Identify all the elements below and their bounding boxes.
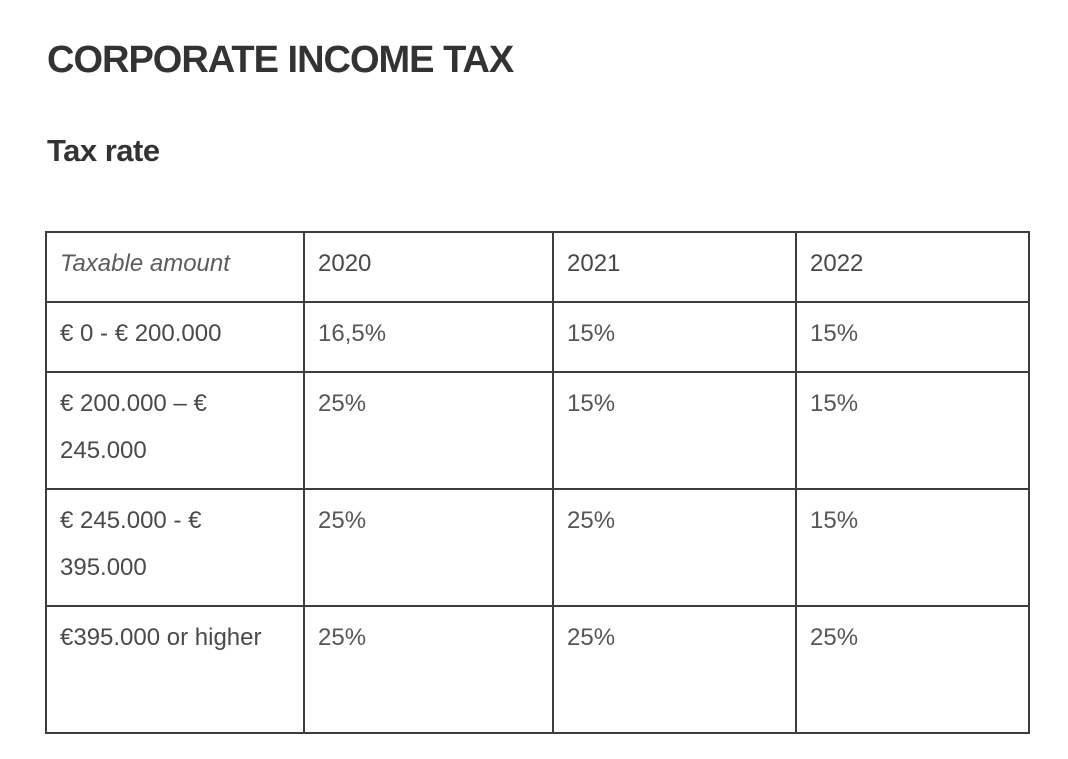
taxable-amount-cell: €395.000 or higher	[45, 604, 305, 734]
rate-cell-2020: 25%	[303, 487, 554, 607]
table-row-bracket-1: € 0 - € 200.000 16,5% 15% 15%	[45, 300, 1030, 373]
rate-cell-2020: 16,5%	[303, 300, 554, 373]
rate-cell-2020: 25%	[303, 604, 554, 734]
rate-cell-2021: 15%	[552, 300, 797, 373]
rate-cell-2022: 25%	[795, 604, 1030, 734]
rate-cell-2021: 25%	[552, 604, 797, 734]
table-row-bracket-3: € 245.000 - € 395.000 25% 25% 15%	[45, 487, 1030, 607]
page-title: CORPORATE INCOME TAX	[47, 39, 514, 81]
taxable-amount-cell: € 200.000 – € 245.000	[45, 370, 305, 490]
table-row-bracket-4: €395.000 or higher 25% 25% 25%	[45, 604, 1030, 734]
rate-cell-2020: 25%	[303, 370, 554, 490]
table-header-row: Taxable amount 2020 2021 2022	[45, 230, 1030, 303]
page-subtitle: Tax rate	[47, 132, 160, 168]
tax-rate-table: Taxable amount 2020 2021 2022 € 0 - € 20…	[45, 230, 1030, 734]
taxable-amount-cell: € 245.000 - € 395.000	[45, 487, 305, 607]
rate-cell-2021: 15%	[552, 370, 797, 490]
column-header-taxable-amount: Taxable amount	[45, 230, 305, 303]
column-header-2021: 2021	[552, 230, 797, 303]
rate-cell-2022: 15%	[795, 487, 1030, 607]
taxable-amount-cell: € 0 - € 200.000	[45, 300, 305, 373]
rate-cell-2021: 25%	[552, 487, 797, 607]
rate-cell-2022: 15%	[795, 300, 1030, 373]
rate-cell-2022: 15%	[795, 370, 1030, 490]
column-header-2020: 2020	[303, 230, 554, 303]
table-row-bracket-2: € 200.000 – € 245.000 25% 15% 15%	[45, 370, 1030, 490]
column-header-2022: 2022	[795, 230, 1030, 303]
